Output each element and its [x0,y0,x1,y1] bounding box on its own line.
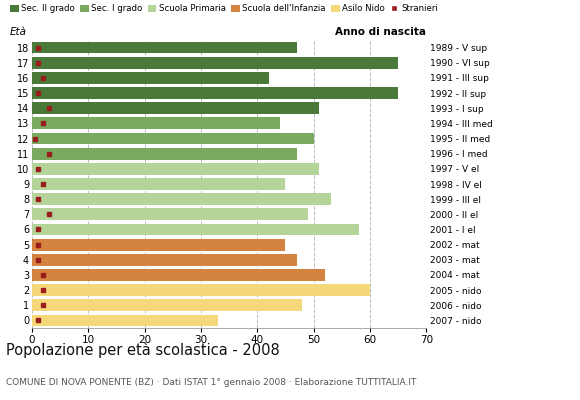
Text: Popolazione per età scolastica - 2008: Popolazione per età scolastica - 2008 [6,342,280,358]
Legend: Sec. II grado, Sec. I grado, Scuola Primaria, Scuola dell'Infanzia, Asilo Nido, : Sec. II grado, Sec. I grado, Scuola Prim… [10,4,438,13]
Bar [32,299,302,311]
Bar [32,72,269,84]
Bar [32,284,370,296]
Bar [32,42,297,54]
Bar [32,239,285,250]
Bar [32,87,398,99]
Text: Età: Età [10,27,27,37]
Bar [32,254,297,266]
Bar [32,57,398,69]
Bar [32,224,358,235]
Bar [32,208,308,220]
Bar [32,193,331,205]
Text: COMUNE DI NOVA PONENTE (BZ) · Dati ISTAT 1° gennaio 2008 · Elaborazione TUTTITAL: COMUNE DI NOVA PONENTE (BZ) · Dati ISTAT… [6,378,416,387]
Bar [32,178,285,190]
Bar [32,118,280,129]
Bar [32,133,314,144]
Bar [32,163,319,175]
Bar [32,102,319,114]
Bar [32,148,297,160]
Bar [32,269,325,281]
Text: Anno di nascita: Anno di nascita [335,27,426,37]
Bar [32,314,218,326]
